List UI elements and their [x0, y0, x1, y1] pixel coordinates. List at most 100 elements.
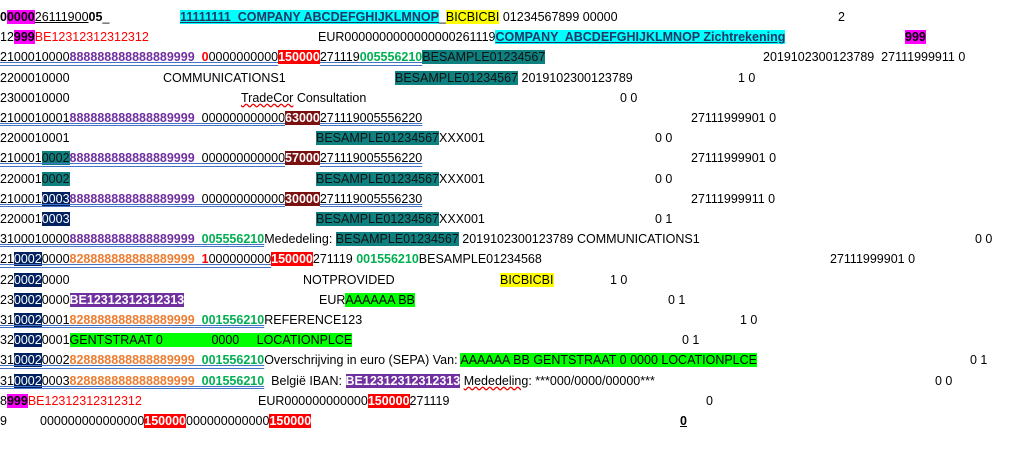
text-segment: BESAMPLE01234567: [395, 70, 519, 85]
line: 12999BE12312312312312 EUR0000000000000000…: [0, 28, 1024, 48]
text-group: 1 0: [610, 271, 627, 289]
text-segment: 999: [6, 393, 28, 408]
text-segment: 3100010000: [0, 232, 70, 247]
line: 2300020000BE12312312312313 EURAAAAAA BB 0 …: [0, 291, 1024, 311]
text-segment: 0: [201, 50, 209, 65]
text-segment: 0001: [41, 111, 70, 125]
text-group: BICBICBI: [500, 271, 554, 289]
text-segment: 32: [0, 333, 14, 348]
text-segment: 0 0: [655, 131, 673, 146]
text-segment: XXX001: [439, 131, 485, 146]
text-group: EUR0000000000000000261119COMPANY ABCDEFG…: [318, 28, 786, 46]
text-segment: 271119005556220: [319, 151, 423, 166]
text-segment: 0: [680, 414, 687, 428]
text-segment: 05: [88, 10, 103, 24]
text-segment: [195, 313, 202, 327]
text-segment: 888888888888889999: [69, 151, 195, 166]
text-group: 2100010003888888888888889999 00000000000…: [0, 190, 422, 208]
text-segment: 2100010000: [0, 50, 70, 65]
text-segment: 31: [0, 353, 14, 368]
text-segment: 0002: [41, 353, 70, 368]
line: 2100010002888888888888889999 00000000000…: [0, 149, 1024, 169]
line: 3100020001828888888888889999 001556210RE…: [0, 311, 1024, 331]
line: 9 000000000000000150000000000000000150000…: [0, 412, 1024, 432]
text-segment: 01234567899 00000: [499, 10, 618, 24]
text-group: 0 0: [655, 170, 672, 188]
text-segment: EUR000000000000: [258, 393, 368, 408]
text-segment: EUR0000000000000000261119: [318, 30, 496, 45]
text-segment: 0 0: [975, 232, 993, 247]
text-segment: EUR: [319, 292, 346, 307]
text-segment: COMPANY ABCDEFGHIJKLMNOP: [495, 30, 700, 45]
text-segment: _COMPANY ABCDEFGHIJKLMNOP: [230, 10, 439, 24]
text-segment: 1 0: [610, 272, 628, 287]
text-segment: 0002: [13, 333, 42, 348]
text-segment: 0000: [6, 10, 35, 24]
text-segment: 150000: [271, 252, 313, 267]
line: 3100020002828888888888889999 001556210Ov…: [0, 351, 1024, 371]
text-segment: 0000: [41, 252, 70, 267]
text-segment: 2019102300123789 27111999911 0: [763, 50, 966, 65]
text-segment: 31: [0, 313, 14, 327]
text-segment: BE12312312312313: [345, 373, 461, 388]
text-group: 0 0: [655, 129, 672, 147]
text-segment: BE12312312312312: [27, 393, 142, 408]
text-segment: 63000: [285, 111, 320, 125]
text-group: 2200010001: [0, 129, 70, 147]
text-group: 1 0: [738, 69, 755, 87]
text-group: 2: [838, 8, 845, 26]
text-segment: 000000000000: [194, 151, 286, 166]
text-group: 2200010002: [0, 170, 70, 188]
line: 2300010000 TradeCor Consultation 0 0: [0, 89, 1024, 109]
text-segment: BICBICBI: [445, 10, 500, 24]
text-segment: 828888888888889999: [69, 313, 195, 327]
text-segment: 0 1: [682, 333, 700, 348]
text-segment: [195, 50, 202, 64]
text-group: 2100010000888888888888889999 00000000000…: [0, 48, 546, 66]
text-segment: 000000000: [208, 252, 272, 267]
text-group: 11111111_COMPANY ABCDEFGHIJKLMNOP_BICBIC…: [180, 8, 618, 26]
text-segment: 27111999901 0: [691, 151, 777, 166]
text-segment: 0000: [41, 272, 70, 287]
text-segment: 271119: [312, 252, 357, 267]
text-group: 0 1: [655, 210, 672, 228]
text-segment: XXX001: [439, 171, 485, 186]
text-segment: 000000000000000: [40, 414, 145, 428]
text-group: BESAMPLE01234567XXX001: [316, 170, 485, 188]
text-group: 3100020003828888888888889999 001556210 B…: [0, 372, 655, 390]
text-group: 0 0: [620, 89, 637, 107]
text-segment: 0002: [13, 292, 42, 307]
text-segment: 999: [905, 30, 926, 45]
text-segment: 0001: [41, 333, 70, 348]
text-segment: 0 1: [668, 292, 686, 307]
text-segment: NOTPROVIDED: [303, 272, 395, 287]
text-segment: 0 1: [970, 353, 988, 368]
text-segment: 0003: [41, 212, 70, 226]
text-segment: REFERENCE123: [264, 313, 363, 327]
text-segment: BE12312312312313: [69, 292, 185, 307]
text-segment: _: [438, 10, 446, 24]
text-group: 2300020000BE12312312312313: [0, 291, 185, 309]
text-segment: [195, 374, 202, 388]
text-segment: België IBAN:: [264, 373, 346, 388]
text-segment: 0 0: [620, 90, 638, 105]
text-group: 3200020001GENTSTRAAT 0 0000 LOCATIONPLCE: [0, 331, 353, 349]
text-segment: 210001: [0, 111, 42, 125]
text-segment: Mededeling: [463, 373, 529, 388]
text-segment: XXX001: [439, 212, 485, 226]
text-segment: 2300010000: [0, 90, 70, 105]
text-segment: 0001: [41, 313, 70, 327]
text-group: TradeCor Consultation: [241, 89, 366, 107]
text-segment: [195, 252, 202, 266]
text-group: 3100010000888888888888889999 005556210Me…: [0, 230, 700, 248]
text-segment: 2019102300123789: [518, 70, 633, 85]
text-segment: 888888888888889999: [69, 111, 195, 125]
text-group: 0 1: [682, 331, 699, 349]
text-segment: 0002: [13, 353, 42, 368]
text-segment: 21: [0, 252, 14, 267]
text-group: 2019102300123789 27111999911 0: [763, 48, 965, 66]
text-group: EURAAAAAA BB: [319, 291, 415, 309]
text-segment: 0001: [41, 131, 70, 146]
text-group: 0: [706, 392, 713, 410]
text-segment: BESAMPLE01234567: [316, 131, 440, 146]
